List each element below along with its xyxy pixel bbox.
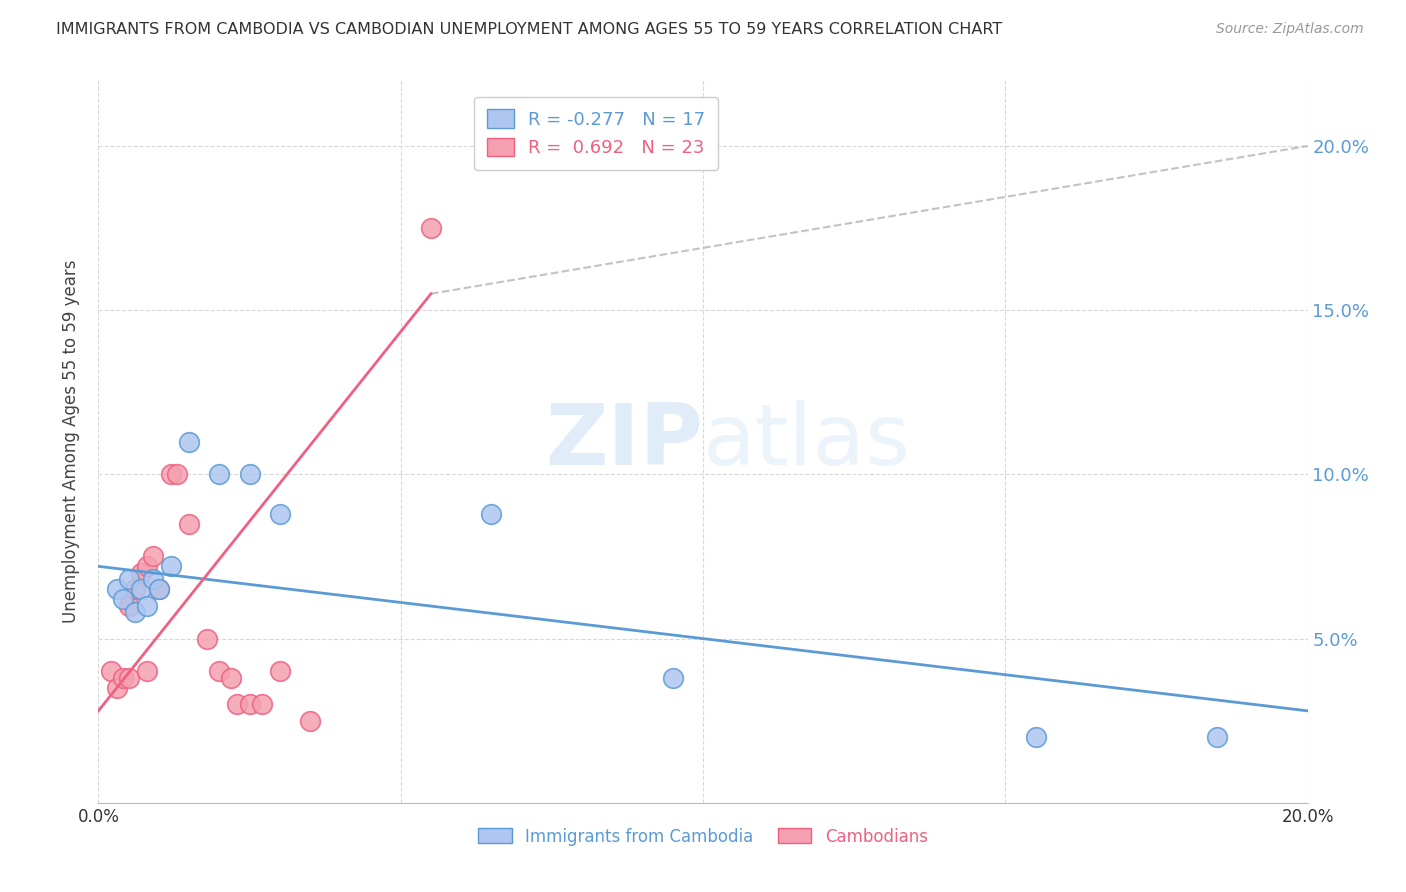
Point (420, 221, 443, 235)
Text: atlas: atlas (703, 400, 911, 483)
Point (135, 599, 157, 613)
Point (179, 516, 201, 531)
Point (208, 467, 231, 482)
Point (100, 665, 122, 679)
Point (148, 582, 170, 597)
Point (226, 698, 249, 712)
Point (135, 559, 157, 574)
Point (250, 698, 273, 712)
Point (111, 592, 134, 607)
Point (105, 681, 128, 695)
Y-axis label: Unemployment Among Ages 55 to 59 years: Unemployment Among Ages 55 to 59 years (62, 260, 80, 624)
Point (195, 632, 218, 646)
Point (118, 599, 141, 613)
Point (118, 573, 141, 587)
Point (299, 714, 322, 728)
Point (661, 671, 683, 685)
Point (142, 549, 165, 564)
Point (239, 698, 262, 712)
Text: Source: ZipAtlas.com: Source: ZipAtlas.com (1216, 22, 1364, 37)
Point (269, 507, 291, 521)
Point (135, 665, 157, 679)
Point (142, 573, 165, 587)
Point (221, 671, 243, 685)
Point (118, 671, 141, 685)
Point (1206, 730, 1229, 744)
Point (111, 671, 134, 685)
Point (1024, 730, 1046, 744)
Text: IMMIGRANTS FROM CAMBODIA VS CAMBODIAN UNEMPLOYMENT AMONG AGES 55 TO 59 YEARS COR: IMMIGRANTS FROM CAMBODIA VS CAMBODIAN UN… (56, 22, 1002, 37)
Legend: Immigrants from Cambodia, Cambodians: Immigrants from Cambodia, Cambodians (471, 821, 935, 852)
Point (160, 559, 183, 574)
Point (239, 467, 262, 482)
Point (166, 467, 188, 482)
Point (148, 582, 170, 597)
Point (105, 582, 128, 597)
Point (179, 434, 201, 449)
Point (124, 605, 146, 619)
Point (208, 665, 231, 679)
Point (129, 582, 152, 597)
Point (481, 507, 503, 521)
Point (129, 566, 152, 580)
Point (160, 467, 183, 482)
Point (124, 582, 146, 597)
Text: ZIP: ZIP (546, 400, 703, 483)
Point (269, 665, 291, 679)
